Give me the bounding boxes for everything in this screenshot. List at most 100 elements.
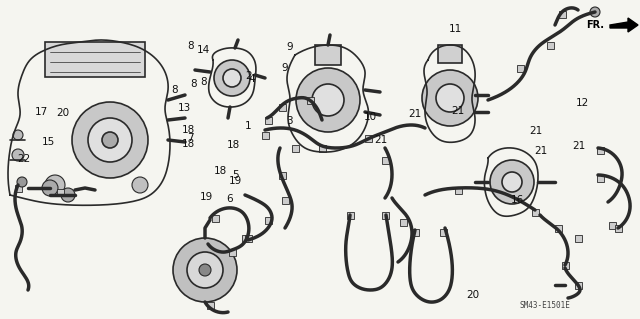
- Bar: [614, 225, 621, 232]
- Bar: [547, 41, 554, 48]
- Bar: [440, 228, 447, 235]
- Circle shape: [590, 7, 600, 17]
- Bar: [575, 234, 582, 241]
- Text: 16: 16: [511, 195, 524, 205]
- Circle shape: [132, 177, 148, 193]
- Bar: [438, 45, 462, 63]
- Text: 10: 10: [364, 112, 376, 122]
- Text: 19: 19: [200, 192, 213, 202]
- Bar: [315, 45, 341, 65]
- Text: 21: 21: [573, 141, 586, 151]
- Bar: [228, 249, 236, 256]
- Bar: [516, 64, 524, 71]
- Bar: [554, 225, 561, 232]
- Circle shape: [312, 84, 344, 116]
- Text: 2: 2: [245, 71, 252, 81]
- Bar: [575, 281, 582, 288]
- Text: 11: 11: [449, 24, 462, 34]
- Bar: [561, 262, 568, 269]
- Circle shape: [436, 84, 464, 112]
- Bar: [244, 234, 252, 241]
- Polygon shape: [610, 18, 638, 32]
- Bar: [15, 184, 22, 191]
- Bar: [45, 42, 145, 77]
- Bar: [559, 11, 566, 18]
- Text: 15: 15: [42, 137, 54, 147]
- Circle shape: [422, 70, 478, 126]
- Text: 8: 8: [171, 85, 177, 95]
- Text: 12: 12: [576, 98, 589, 108]
- Text: 8: 8: [190, 78, 196, 89]
- Circle shape: [42, 180, 58, 196]
- Text: 19: 19: [229, 176, 242, 186]
- Text: 17: 17: [35, 107, 48, 117]
- Text: SM43-E1501E: SM43-E1501E: [520, 300, 570, 309]
- Text: 18: 18: [227, 140, 240, 150]
- Bar: [264, 116, 271, 123]
- Text: 18: 18: [182, 139, 195, 149]
- Bar: [264, 217, 271, 224]
- Bar: [291, 145, 298, 152]
- Text: FR.: FR.: [586, 20, 604, 30]
- Text: 3: 3: [287, 115, 293, 126]
- Bar: [319, 145, 326, 152]
- Bar: [278, 172, 285, 179]
- Bar: [531, 209, 538, 216]
- Text: 20: 20: [466, 290, 479, 300]
- Text: 21: 21: [451, 106, 464, 116]
- Circle shape: [490, 160, 534, 204]
- Circle shape: [12, 149, 24, 161]
- Circle shape: [61, 188, 75, 202]
- Text: 20: 20: [56, 108, 69, 118]
- Bar: [596, 146, 604, 153]
- Circle shape: [296, 68, 360, 132]
- Text: 22: 22: [18, 154, 31, 164]
- Bar: [211, 214, 218, 221]
- Circle shape: [502, 172, 522, 192]
- Text: 21: 21: [408, 109, 421, 119]
- Text: 18: 18: [214, 166, 227, 176]
- Circle shape: [223, 69, 241, 87]
- Text: 14: 14: [197, 45, 210, 56]
- Circle shape: [72, 102, 148, 178]
- Text: 6: 6: [226, 194, 232, 204]
- Text: 5: 5: [232, 170, 239, 180]
- Text: 21: 21: [374, 135, 387, 145]
- Circle shape: [17, 177, 27, 187]
- Text: 7: 7: [188, 133, 194, 143]
- Bar: [412, 228, 419, 235]
- Bar: [365, 135, 371, 142]
- Circle shape: [88, 118, 132, 162]
- Circle shape: [187, 252, 223, 288]
- Circle shape: [214, 60, 250, 96]
- Text: 21: 21: [534, 145, 547, 156]
- Bar: [56, 189, 63, 196]
- Circle shape: [173, 238, 237, 302]
- Bar: [207, 301, 214, 308]
- Bar: [282, 197, 289, 204]
- Text: 1: 1: [245, 121, 252, 131]
- Bar: [278, 103, 285, 110]
- Bar: [454, 187, 461, 194]
- Bar: [609, 221, 616, 228]
- Text: 8: 8: [200, 77, 207, 87]
- Bar: [307, 97, 314, 103]
- Circle shape: [199, 264, 211, 276]
- Text: 21: 21: [530, 126, 543, 137]
- Text: 13: 13: [178, 103, 191, 113]
- Text: 18: 18: [182, 125, 195, 135]
- Bar: [262, 131, 269, 138]
- Bar: [381, 157, 388, 164]
- Text: 4: 4: [248, 74, 255, 84]
- Bar: [346, 211, 353, 219]
- Bar: [381, 211, 388, 219]
- Circle shape: [102, 132, 118, 148]
- Text: 9: 9: [282, 63, 288, 73]
- Circle shape: [45, 175, 65, 195]
- Bar: [241, 234, 248, 241]
- Bar: [596, 174, 604, 182]
- Bar: [399, 219, 406, 226]
- Text: 9: 9: [287, 42, 293, 52]
- Circle shape: [13, 130, 23, 140]
- Text: 8: 8: [188, 41, 194, 51]
